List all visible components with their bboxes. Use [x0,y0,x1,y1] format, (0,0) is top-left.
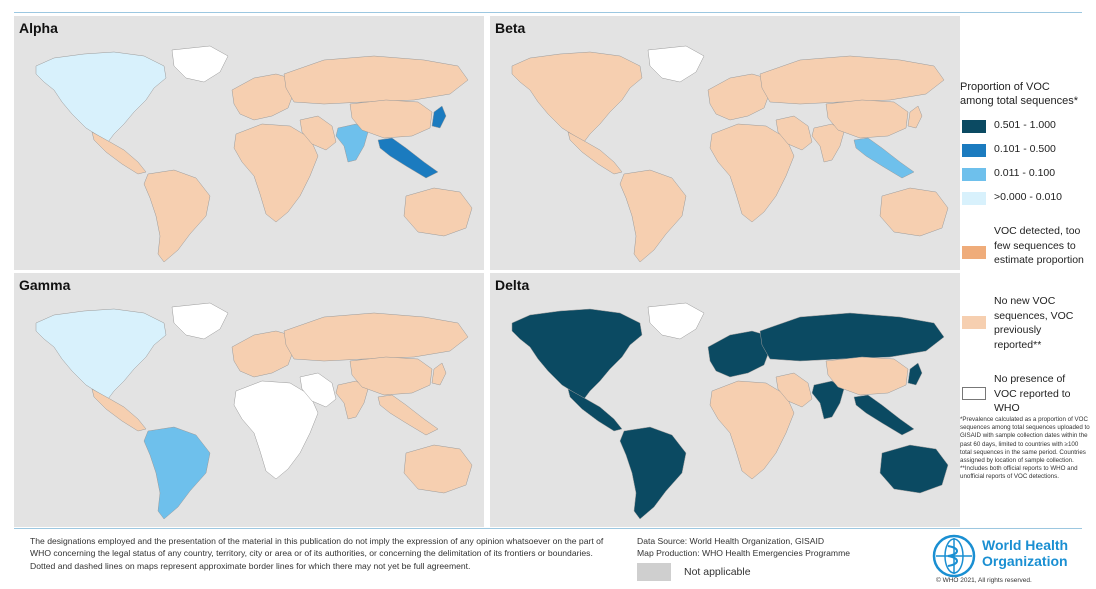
region-cn [349,356,433,396]
region-na [35,51,167,143]
region-jp [431,362,447,386]
legend-footnote: *Prevalence calculated as a proportion o… [960,416,1090,481]
panel-title: Gamma [19,277,71,293]
copyright-text: © WHO 2021, All rights reserved. [936,577,1032,584]
panel-title: Beta [495,20,526,36]
region-sa [143,169,211,263]
legend-label: >0.000 - 0.010 [994,191,1063,203]
legend-swatch [962,316,986,329]
map-panel-beta: Beta [490,16,960,270]
map-production: Map Production: WHO Health Emergencies P… [637,548,851,559]
legend-label: No new VOC sequences, VOC previously rep… [994,295,1074,351]
region-greenland [171,302,229,340]
panel-title: Alpha [19,20,58,36]
region-eu [231,330,295,378]
region-eu [707,330,771,378]
region-me [299,115,337,151]
region-sa [619,426,687,520]
region-au [403,187,473,237]
map-panel-gamma: Gamma [14,273,484,527]
region-au [403,444,473,494]
region-ru [759,312,945,362]
legend-swatch [962,144,986,157]
legend-swatch [962,168,986,181]
map-panel-delta: Delta [490,273,960,527]
world-map-alpha [35,45,473,263]
region-jp [907,105,923,129]
world-map-gamma [35,302,473,520]
region-af [709,123,795,223]
legend-label: 0.101 - 0.500 [994,143,1056,155]
region-sea [377,137,439,179]
region-eu [231,73,295,121]
legend-label: No presence of VOC reported to WHO [994,373,1071,414]
not-applicable-label: Not applicable [684,566,751,578]
legend-swatch [962,192,986,205]
region-au [879,444,949,494]
world-map-beta [511,45,949,263]
legend-label: 0.501 - 1.000 [994,119,1056,131]
who-emblem-icon [932,534,976,578]
region-me [775,372,813,408]
region-mex [567,131,623,175]
legend-swatch [962,120,986,133]
region-cn [825,356,909,396]
data-source: Data Source: World Health Organization, … [637,536,825,546]
region-greenland [171,45,229,83]
top-divider [14,12,1082,13]
region-jp [907,362,923,386]
region-me [775,115,813,151]
region-mex [91,131,147,175]
region-sea [853,137,915,179]
world-map-delta [511,302,949,520]
map-legend: Proportion of VOC among total sequences*… [960,80,1086,414]
bottom-divider [14,528,1082,529]
who-name: World Health Organization [982,537,1069,569]
region-mex [91,388,147,432]
region-af [233,380,319,480]
region-mex [567,388,623,432]
region-af [233,123,319,223]
legend-swatch [962,246,986,259]
source-block: Data Source: World Health Organization, … [637,535,850,560]
legend-label: VOC detected, too few sequences to estim… [994,225,1084,266]
region-af [709,380,795,480]
region-au [879,187,949,237]
region-ru [283,312,469,362]
region-jp [431,105,447,129]
region-eu [707,73,771,121]
legend-title: Proportion of VOC among total sequences* [960,81,1079,107]
region-greenland [647,302,705,340]
region-greenland [647,45,705,83]
not-applicable-swatch [637,563,671,581]
region-sa [143,426,211,520]
region-na [511,308,643,400]
region-na [511,51,643,143]
legend-swatch [962,387,986,400]
region-sa [619,169,687,263]
region-na [35,308,167,400]
region-ru [283,55,469,105]
region-cn [825,99,909,139]
region-sea [377,394,439,436]
legend-label: 0.011 - 0.100 [994,167,1056,179]
disclaimer-text: The designations employed and the presen… [30,536,604,571]
panel-title: Delta [495,277,530,293]
region-sea [853,394,915,436]
region-me [299,372,337,408]
region-cn [349,99,433,139]
map-panel-alpha: Alpha [14,16,484,270]
region-ru [759,55,945,105]
